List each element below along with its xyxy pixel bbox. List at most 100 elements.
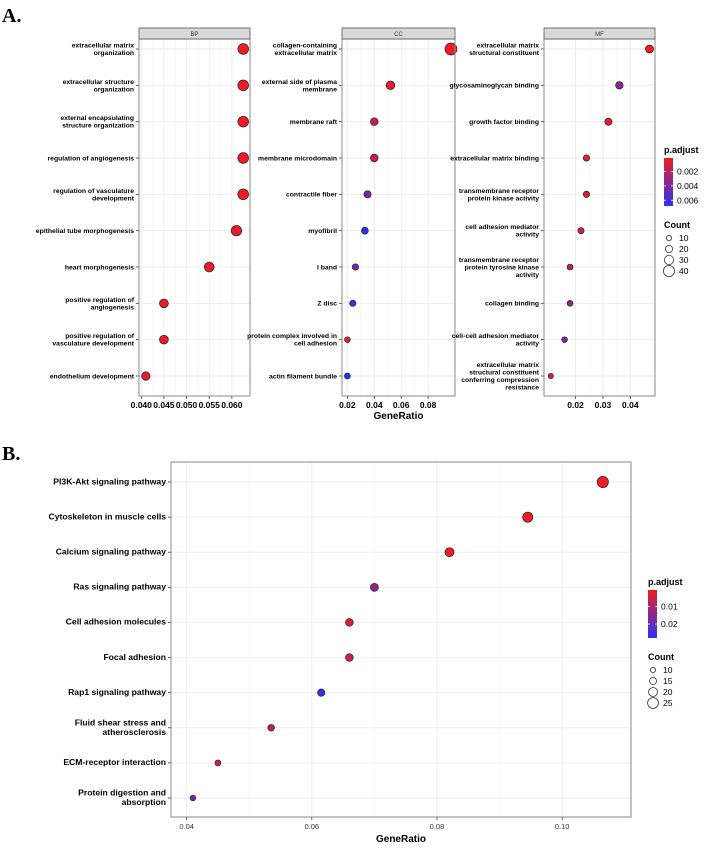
y-label-endothelium-development: endothelium development (50, 373, 135, 380)
legend-size-title: Count (664, 220, 690, 230)
panel-a-label: A. (2, 5, 21, 27)
point-actin-filament-bundle (344, 372, 351, 380)
point-positive-regulation-of-vasculature-development (159, 334, 169, 345)
y-label-line: development (92, 195, 135, 202)
y-label-extracellular-matrix-organization: extracellular matrix organization (72, 43, 135, 58)
y-label-regulation-of-angiogenesis: regulation of angiogenesis (48, 155, 135, 162)
plot-area (171, 462, 631, 817)
y-label-contractile-fiber: contractile fiber (286, 192, 337, 199)
point-protein-complex-involved-in-cell-adhesion (344, 336, 351, 343)
y-label-line: membrane (303, 86, 338, 93)
y-label-line: I band (317, 264, 337, 271)
point-ecm-receptor-interaction (214, 759, 222, 767)
y-label-protein-complex-involved-in-cell-adhesion: protein complex involved in cell adhesion (247, 333, 337, 348)
y-label-line: external side of plasma (262, 79, 337, 86)
x-tick-label: 0.08 (420, 400, 437, 410)
legend-size-label: 30 (679, 255, 689, 265)
y-label-line: positive regulation of (65, 297, 134, 304)
point-regulation-of-angiogenesis (237, 152, 249, 164)
y-label-line: glycosaminoglycan binding (449, 83, 539, 90)
y-label-line: cell adhesion mediator (465, 224, 539, 231)
y-label-line: membrane microdomain (258, 155, 337, 162)
y-label-line: structural constituent (469, 50, 540, 57)
point-extracellular-matrix-structural-constituent-conferring-compression-resistance (547, 373, 554, 379)
point-glycosaminoglycan-binding (615, 81, 624, 90)
point-heart-morphogenesis (203, 261, 215, 273)
legend-size-circle (665, 244, 674, 253)
point-protein-digestion-and-absorption (189, 794, 197, 802)
point-extracellular-matrix-structural-constituent (645, 44, 654, 54)
point-external-encapsulating-structure-organization (237, 115, 249, 128)
y-label-line: Cell adhesion molecules (66, 617, 167, 627)
y-label-line: Protein digestion and (78, 788, 166, 798)
y-label-line: cell-cell adhesion mediator (452, 333, 540, 340)
x-tick-label: 0.04 (179, 822, 194, 831)
legend-color-tick-label: 0.02 (661, 619, 678, 629)
x-tick-label: 0.03 (595, 400, 612, 410)
y-label-glycosaminoglycan-binding: glycosaminoglycan binding (449, 83, 539, 90)
x-tick-label: 0.040 (131, 400, 153, 410)
legend-size-circle (664, 254, 675, 265)
y-label-line: membrane raft (290, 119, 338, 126)
facet-strip (341, 27, 456, 40)
plot-area (342, 39, 455, 396)
point-i-band (351, 263, 359, 271)
plot-area (139, 39, 250, 396)
y-label-line: collagen-containing (273, 43, 337, 50)
y-label-extracellular-structure-organization: extracellular structure organization (63, 79, 135, 94)
point-contractile-fiber (363, 190, 372, 199)
y-label-line: activity (516, 272, 540, 279)
y-label-calcium-signaling-pathway: Calcium signaling pathway (56, 547, 167, 557)
y-label-transmembrane-receptor-protein-tyrosine-kinase-activity: transmembrane receptor protein tyrosine k… (459, 257, 539, 279)
y-label-line: ECM-receptor interaction (63, 757, 166, 767)
y-label-line: Focal adhesion (103, 652, 166, 662)
charts-container: 0.040 0.045 0.050 0.055 0.060 extracellular m… (36, 27, 656, 845)
y-label-line: transmembrane receptor (459, 257, 539, 264)
y-label-positive-regulation-of-vasculature-development: positive regulation of vasculature develo… (52, 333, 134, 348)
y-label-membrane-raft: membrane raft (290, 119, 338, 126)
y-label-line: collagen binding (485, 301, 539, 308)
y-label-line: organization (94, 86, 134, 93)
y-label-line: angiogenesis (91, 304, 135, 311)
x-tick-label: 0.050 (176, 400, 198, 410)
y-label-line: Fluid shear stress and (75, 717, 166, 727)
y-label-line: Calcium signaling pathway (56, 547, 167, 557)
point-rap1-signaling-pathway (317, 688, 326, 697)
y-label-line: protein kinase activity (468, 195, 540, 202)
legend-size-circle (666, 234, 673, 241)
legend-size-circle (648, 687, 658, 697)
y-label-line: absorption (122, 797, 166, 807)
panel-b-label: B. (2, 443, 20, 465)
y-label-myofibril: myofibril (308, 228, 337, 235)
x-tick-label: 0.06 (305, 822, 320, 831)
legend-color-tick-label: 0.002 (677, 167, 699, 177)
chart-panel-kegg: 0.04 0.06 0.08 0.10 PI3K-Akt signaling pathw… (49, 461, 632, 845)
y-label-line: protein tyrosine kinase (465, 264, 540, 271)
facet-strip (138, 27, 251, 40)
y-label-positive-regulation-of-angiogenesis: positive regulation of angiogenesis (65, 297, 134, 312)
y-label-line: epithelial tube morphogenesis (36, 228, 134, 235)
point-fluid-shear-stress-and-atherosclerosis (267, 724, 275, 732)
chart-panel-cc: 0.02 0.04 0.06 0.08 collagen-containing extra… (247, 27, 458, 422)
y-label-cell-adhesion-mediator-activity: cell adhesion mediator activity (465, 224, 539, 239)
legend-color-title: p.adjust (648, 577, 683, 587)
facet-strip-label: BP (190, 32, 198, 38)
y-label-line: Ras signaling pathway (73, 582, 166, 592)
y-label-line: extracellular matrix (477, 362, 540, 369)
y-label-line: resistance (505, 385, 539, 392)
y-label-collagen-containing-extracellular-matrix: collagen-containing extracellular matrix (273, 43, 337, 58)
y-label-line: structural constituent (469, 370, 540, 377)
y-label-line: conferring compression (461, 377, 539, 384)
y-label-i-band: I band (317, 264, 337, 271)
y-label-ras-signaling-pathway: Ras signaling pathway (73, 582, 166, 592)
point-transmembrane-receptor-protein-kinase-activity (582, 190, 591, 198)
legend-color-bar (648, 590, 657, 638)
legend-size-label: 10 (663, 665, 673, 675)
point-z-disc (349, 299, 357, 307)
point-membrane-raft (370, 117, 379, 126)
x-tick-label: 0.10 (555, 822, 570, 831)
y-label-extracellular-matrix-binding: extracellular matrix binding (450, 155, 539, 162)
y-label-regulation-of-vasculature-development: regulation of vasculature development (53, 188, 135, 203)
y-label-line: extracellular matrix (72, 43, 135, 50)
